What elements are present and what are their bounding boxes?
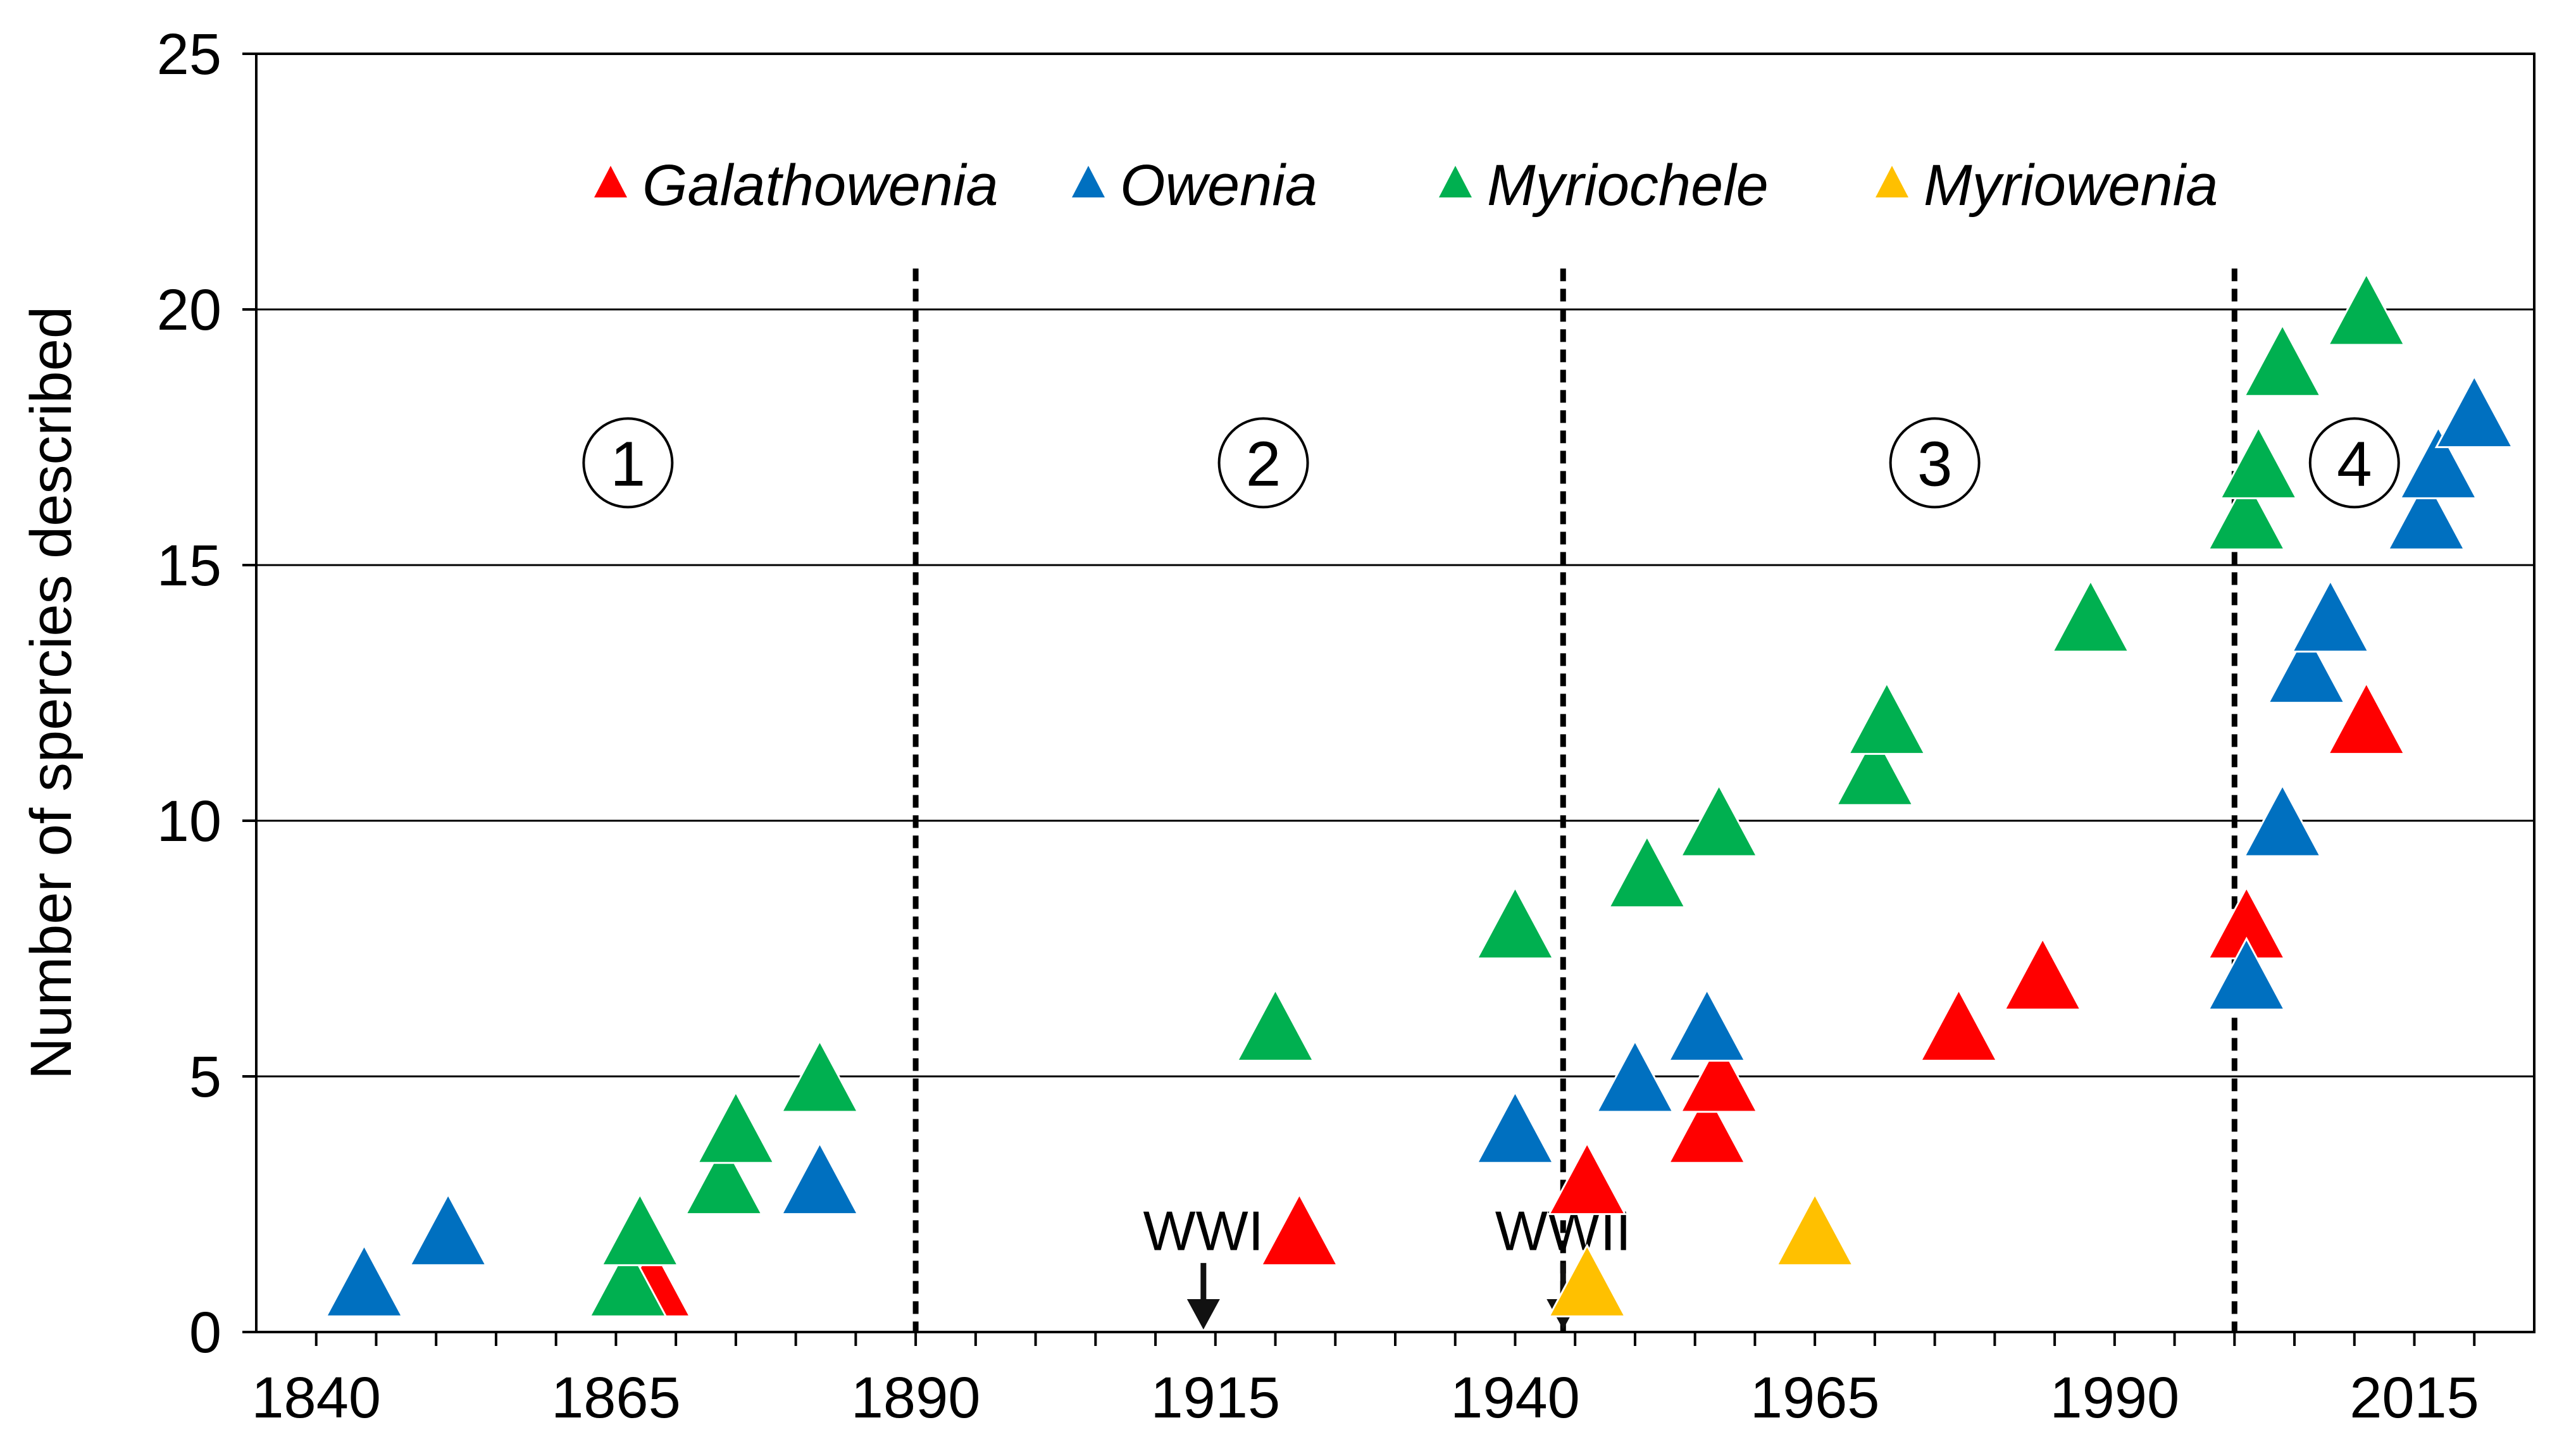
data-point-galathowenia (1679, 1038, 1759, 1113)
period-number: 4 (2337, 428, 2372, 499)
period-number: 2 (1246, 428, 1281, 499)
data-point-owenia (2398, 425, 2478, 499)
legend: Galathowenia Owenia Myriochele Myriowenia (594, 153, 2218, 218)
data-point-owenia (2267, 630, 2346, 704)
data-point-galathowenia (2003, 937, 2082, 1011)
data-point-owenia (2386, 476, 2466, 551)
data-point-owenia (325, 1243, 404, 1317)
legend-marker-owenia (1072, 166, 1105, 197)
series-galathowenia (612, 681, 2406, 1317)
period-circle (582, 417, 674, 509)
data-point-myriochele (2206, 476, 2286, 551)
data-point-myriochele (696, 1090, 776, 1164)
data-point-owenia (2206, 937, 2286, 1011)
legend-label-galathowenia: Galathowenia (642, 153, 999, 218)
data-point-owenia (408, 1192, 488, 1266)
period-circle (1889, 417, 1981, 509)
data-point-myriochele (1847, 681, 1927, 755)
data-point-myriochele (2243, 323, 2322, 397)
x-axis-ticks: 1840 1865 1890 1915 1940 1965 1990 2015 (251, 1332, 2479, 1430)
x-tick-label: 1940 (1450, 1366, 1580, 1430)
y-axis-label: Number of spercies described (19, 306, 84, 1080)
x-tick-label: 2015 (2349, 1366, 2479, 1430)
data-point-myriochele (600, 1192, 680, 1266)
y-tick-label: 25 (157, 22, 221, 87)
data-point-owenia (2243, 783, 2322, 857)
data-point-myriowenia (1547, 1243, 1627, 1317)
data-point-myriochele (1236, 988, 1316, 1062)
data-point-myriowenia (1775, 1192, 1855, 1266)
data-point-myriochele (1679, 783, 1759, 857)
series-myriochele (588, 271, 2406, 1317)
y-tick-label: 5 (189, 1045, 221, 1109)
period-number: 1 (611, 428, 646, 499)
data-point-owenia (1595, 1038, 1675, 1113)
plot-area-frame (255, 53, 2536, 1333)
x-tick-label: 1915 (1150, 1366, 1280, 1430)
period-circle (2308, 417, 2400, 509)
event-label: WWI (1143, 1200, 1264, 1262)
legend-marker-myriochele (1439, 166, 1472, 197)
data-point-myriochele (1475, 885, 1555, 960)
x-tick-label: 1840 (251, 1366, 381, 1430)
period-circle (1217, 417, 1309, 509)
y-tick-label: 0 (189, 1300, 221, 1365)
data-point-myriochele (2051, 578, 2131, 653)
legend-label-myriochele: Myriochele (1487, 153, 1769, 218)
event-arrow-head (1186, 1298, 1220, 1330)
data-point-myriochele (684, 1141, 764, 1216)
legend-label-owenia: Owenia (1120, 153, 1317, 218)
data-point-myriochele (780, 1038, 860, 1113)
data-point-myriochele (588, 1243, 668, 1317)
period-labels: 1 2 3 4 (582, 417, 2400, 509)
x-tick-label: 1990 (2050, 1366, 2180, 1430)
data-point-galathowenia (1259, 1192, 1339, 1266)
data-point-galathowenia (2327, 681, 2406, 755)
y-tick-label: 10 (157, 789, 221, 854)
legend-marker-myriowenia (1876, 166, 1908, 197)
legend-label-myriowenia: Myriowenia (1924, 153, 2218, 218)
data-point-galathowenia (1919, 988, 1999, 1062)
legend-marker-galathowenia (594, 166, 627, 197)
y-axis-ticks: 0 5 10 15 20 25 (157, 22, 256, 1365)
data-point-myriochele (1835, 732, 1915, 806)
data-point-owenia (780, 1141, 860, 1216)
series-myriowenia (1547, 1192, 1855, 1317)
gridlines (256, 308, 2534, 1078)
data-point-owenia (2291, 578, 2370, 653)
y-tick-label: 15 (157, 533, 221, 598)
y-tick-label: 20 (157, 278, 221, 342)
data-point-galathowenia (1667, 1090, 1747, 1164)
data-points (325, 271, 2514, 1317)
x-tick-label: 1890 (851, 1366, 981, 1430)
x-tick-label: 1965 (1750, 1366, 1880, 1430)
x-tick-label: 1865 (551, 1366, 681, 1430)
data-point-owenia (2434, 374, 2514, 449)
data-point-myriochele (2218, 425, 2298, 499)
data-point-galathowenia (1547, 1141, 1627, 1216)
data-point-owenia (1667, 988, 1747, 1062)
series-owenia (325, 374, 2514, 1317)
period-number: 3 (1917, 428, 1953, 499)
data-point-owenia (1475, 1090, 1555, 1164)
period-dividers (912, 268, 2237, 1332)
data-point-myriochele (1607, 834, 1687, 909)
data-point-myriochele (2327, 271, 2406, 346)
